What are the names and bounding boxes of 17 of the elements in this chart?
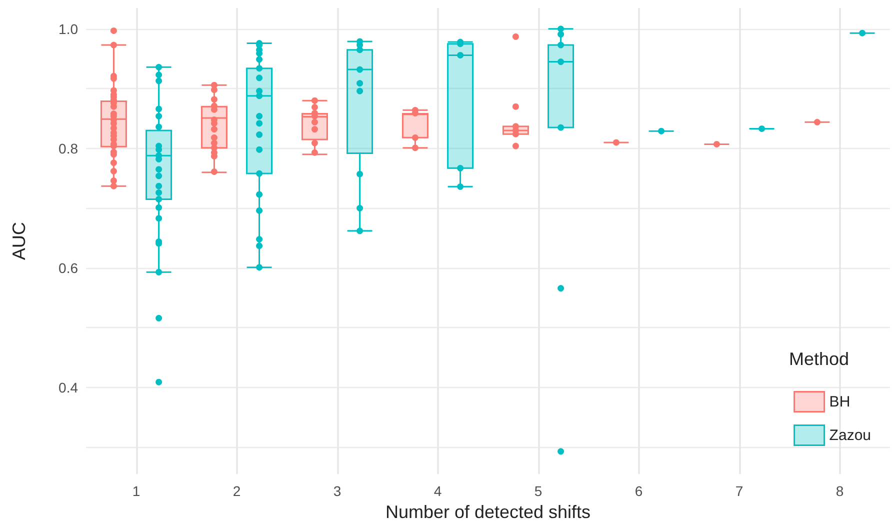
x-tick-label: 7 (735, 483, 744, 500)
x-tick-label: 1 (132, 483, 140, 500)
x-tick-label: 2 (232, 483, 241, 500)
x-tick-label: 4 (434, 483, 442, 500)
y-tick-label: 1.0 (58, 20, 78, 37)
y-tick-label: 0.6 (58, 260, 78, 276)
y-tick-label: 0.8 (58, 140, 78, 156)
legend-label: Zazou (829, 426, 872, 444)
x-axis-title: Number of detected shifts (385, 502, 591, 522)
y-tick-label: 0.4 (58, 379, 78, 396)
x-tick-label: 5 (534, 483, 542, 500)
legend-title: Method (788, 349, 850, 369)
x-tick-label: 8 (836, 483, 844, 500)
x-tick-label: 3 (333, 483, 342, 500)
legend-label: BH (829, 393, 850, 410)
x-tick-label: 6 (634, 483, 643, 500)
y-axis-title: AUC (9, 222, 29, 260)
